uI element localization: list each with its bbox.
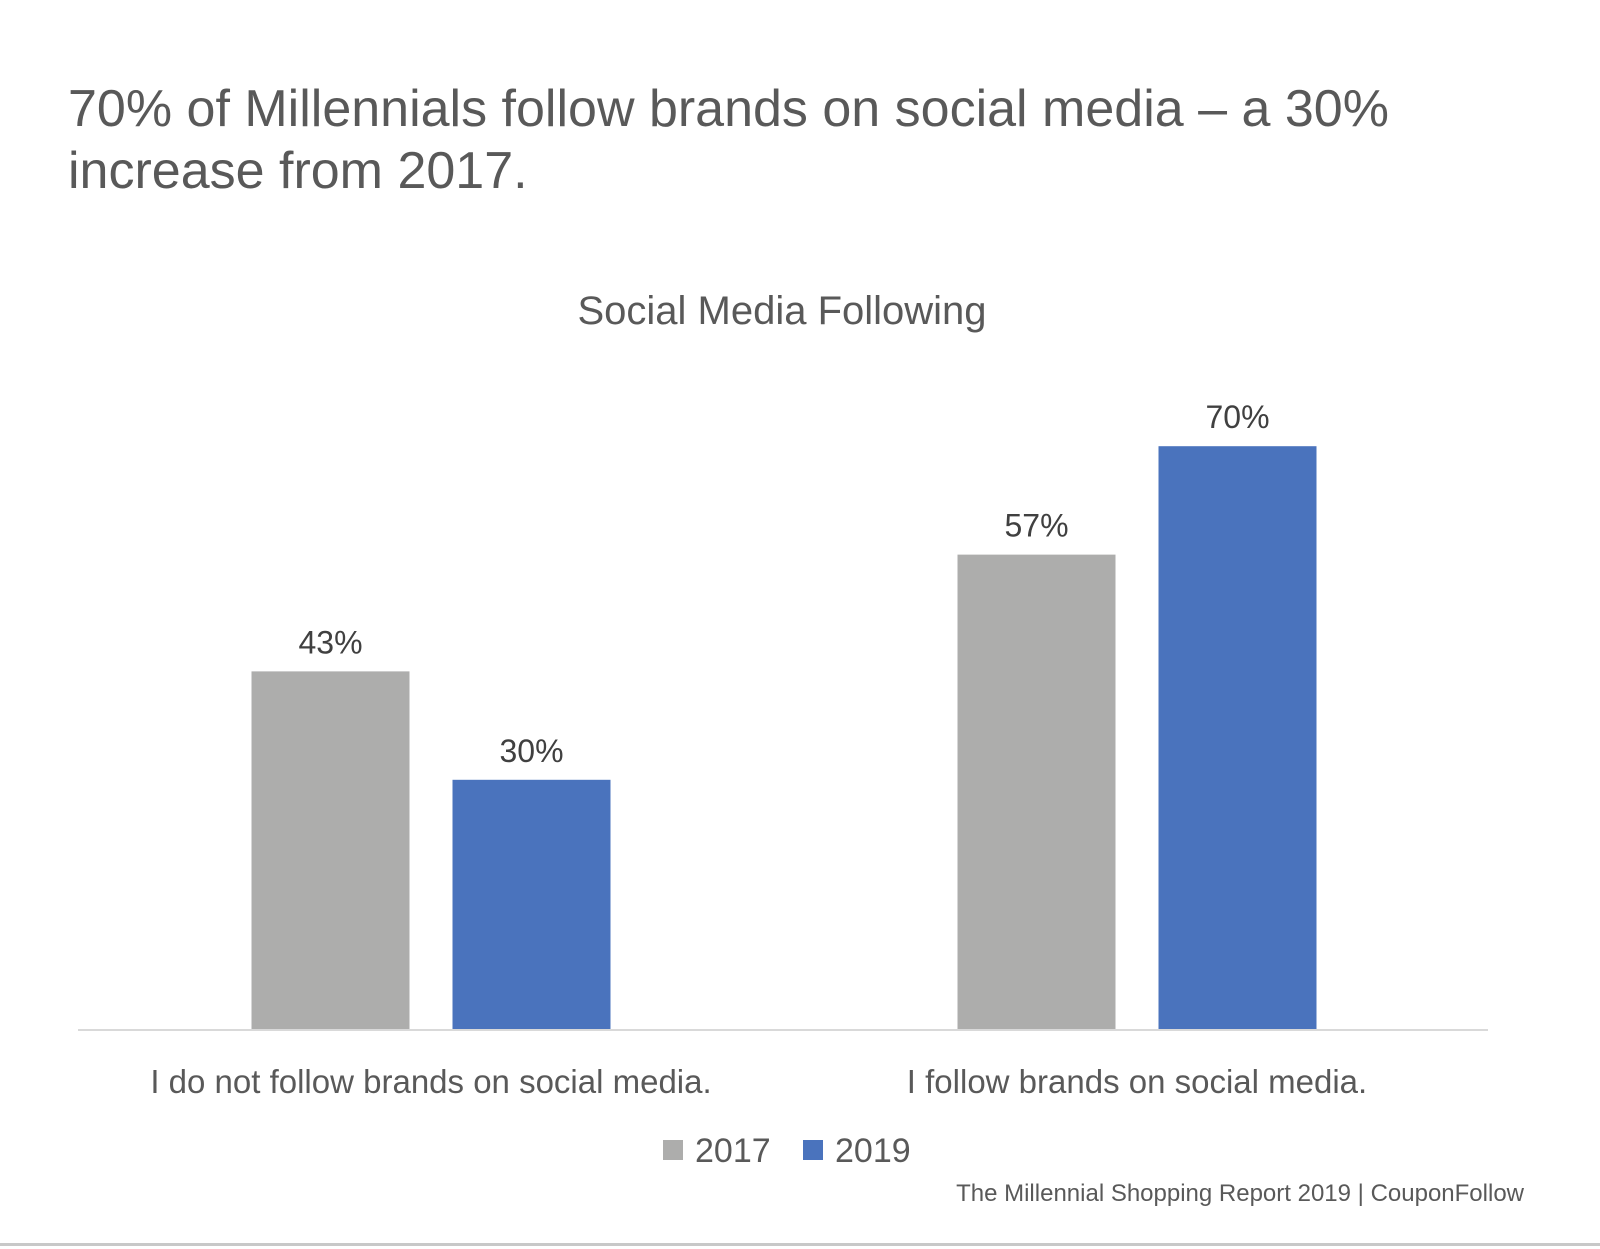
bar-2017-category-2: [957, 554, 1116, 1030]
category-label-1: I do not follow brands on social media.: [150, 1063, 711, 1100]
legend-label-2019: 2019: [835, 1132, 911, 1170]
page-headline: 70% of Millennials follow brands on soci…: [68, 80, 1389, 200]
data-label-2019-category-1: 30%: [499, 733, 563, 769]
chart-title: Social Media Following: [577, 289, 986, 333]
category-label-2: I follow brands on social media.: [907, 1063, 1367, 1100]
legend-swatch-2017: [663, 1140, 683, 1160]
bar-2019-category-2: [1158, 446, 1317, 1030]
source-footer: The Millennial Shopping Report 2019 | Co…: [956, 1180, 1524, 1207]
legend-label-2017: 2017: [695, 1132, 771, 1170]
bottom-rule: [0, 1243, 1600, 1246]
data-label-2017-category-2: 57%: [1004, 508, 1068, 544]
bar-2019-category-1: [452, 779, 611, 1030]
data-label-2019-category-2: 70%: [1205, 399, 1269, 435]
data-label-2017-category-1: 43%: [298, 624, 362, 660]
legend-swatch-2019: [803, 1140, 823, 1160]
bar-2017-category-1: [251, 671, 410, 1030]
